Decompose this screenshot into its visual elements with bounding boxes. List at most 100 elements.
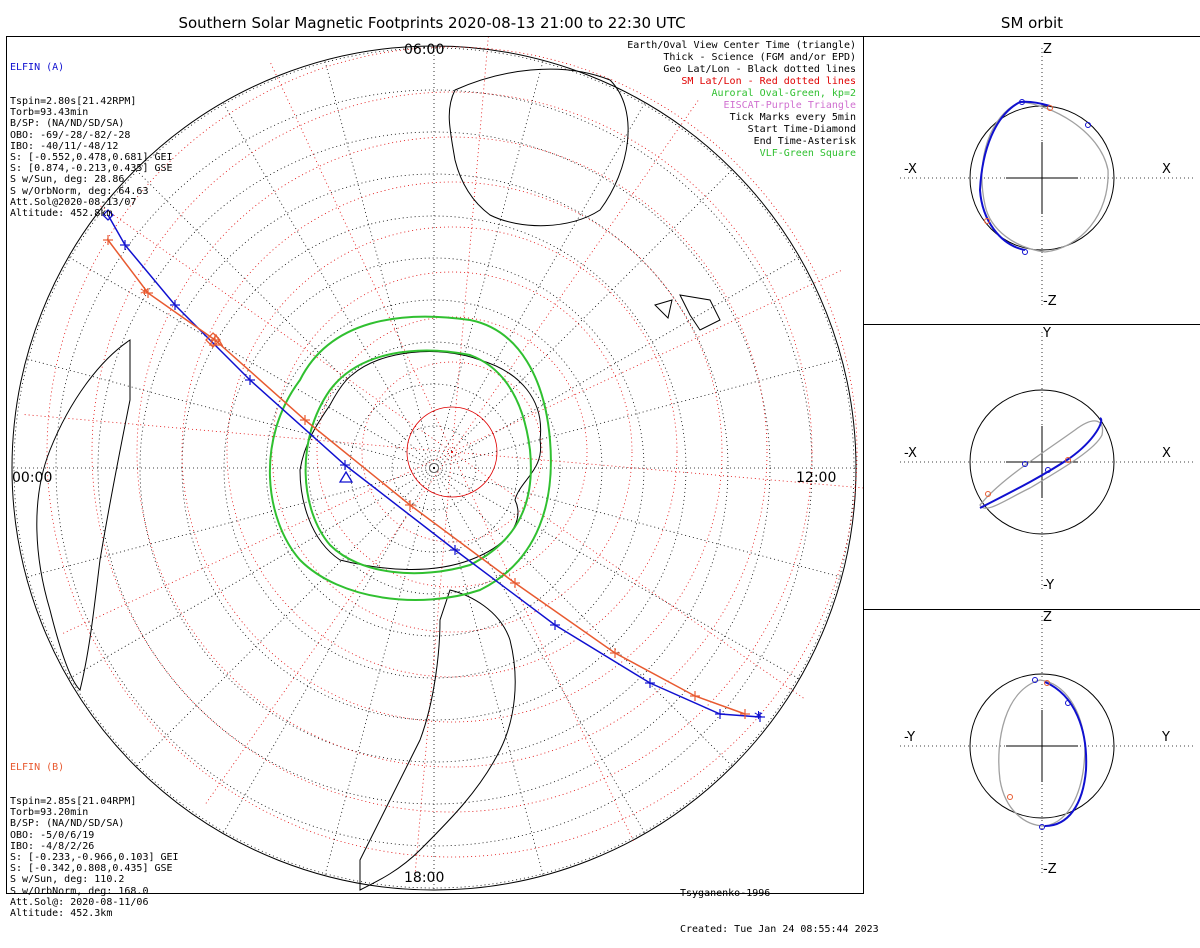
end-asterisk-b: * [140,284,149,305]
end-asterisk-a: * [754,708,763,729]
sm-lat-circle [136,136,768,768]
legend-entry: Start Time-Diamond [747,124,856,135]
plot-title: Southern Solar Magnetic Footprints 2020-… [178,14,686,32]
continent-outline [299,351,542,570]
continent-outline [359,589,516,891]
legend-entry: End Time-Asterisk [753,136,856,147]
legend-entry: VLF-Green Square [759,148,856,159]
main-map-frame [6,36,864,894]
orbit-path-gray [981,101,1109,253]
elfin-a-info-line: B/SP: (NA/ND/SD/SA) [10,118,125,130]
orbit-axis-label-hpos: X [1162,446,1171,461]
sm-lat-circle [316,316,588,588]
start-diamond-a [102,209,114,221]
geo-lat-circle [307,341,561,595]
elfin-a-info-line: OBO: -69/-28/-82/-28 [10,129,131,141]
orbit-marker [984,218,990,224]
time-label-top: 06:00 [404,42,445,58]
earth-circle-sm [969,673,1115,819]
geo-meridian [68,256,435,469]
created-label: Created: Tue Jan 24 08:55:44 2023 [680,924,879,935]
geo-meridian [433,467,800,680]
sm-meridian [99,205,453,453]
sm-meridian [269,62,453,453]
geo-meridian [26,467,435,578]
sm-meridian [62,451,453,635]
track-elfin-b [107,239,746,715]
sm-meridian [205,451,453,805]
orbit-marker [985,491,991,497]
geo-meridian [135,467,435,767]
orbit-marker [1065,457,1071,463]
panel-separator [864,609,1200,610]
time-label-bottom: 18:00 [404,870,445,886]
orbit-marker [1019,99,1025,105]
orbit-marker [1065,700,1071,706]
geo-lat-circle [391,425,477,511]
elfin-b-info-line: S: [-0.342,0.808,0.435] GSE [10,863,173,875]
sm-lat-circle [271,271,633,633]
orbit-axis-label-hpos: X [1162,162,1171,177]
elfin-b-info-line: Tspin=2.85s[21.04RPM] [10,796,137,808]
auroral-oval-outer [268,315,552,601]
elfin-b-info-line: S: [-0.233,-0.966,0.103] GEI [10,852,179,864]
track-elfin-a [107,214,761,718]
sm-meridian [451,269,842,453]
sm-lat-circle [226,226,678,678]
orbit-marker [1044,680,1050,686]
auroral-oval-inner [304,349,532,575]
sm-lat-circle [361,361,543,543]
orbit-marker [1039,824,1045,830]
orbit-axis-label-vneg: -Z [1043,294,1057,309]
orbit-path-a [978,100,1051,251]
time-label-right: 12:00 [796,470,837,486]
sm-lat-circle [406,406,498,498]
legend-entry: Tick Marks every 5min [729,112,856,123]
continent-outline [36,339,131,691]
elfin-a-info-line: S: [0.874,-0.213,0.435] GSE [10,163,173,175]
orbit-marker [1022,249,1028,255]
sm-lat-circle [91,91,813,813]
orbit-axis-label-hneg: -X [904,446,917,461]
panel-separator [864,324,1200,325]
sm-lat-circle [181,181,723,723]
elfin-a-info-line: Tspin=2.80s[21.42RPM] [10,96,137,108]
geo-meridian [324,60,435,469]
geo-meridian [68,467,435,680]
elfin-a-info-line: S w/OrbNorm, deg: 64.63 [10,185,149,197]
orbit-marker [1047,105,1053,111]
geo-meridian [433,358,842,469]
geo-meridian [433,169,733,469]
elfin-a-info-line: Torb=93.43min [10,107,89,119]
geo-lat-circle [139,173,729,763]
orbit-marker [1007,794,1013,800]
elfin-a-info-line: S w/Sun, deg: 28.86 [10,174,125,186]
footprint-map: ** [11,37,1195,891]
legend-entry: Earth/Oval View Center Time (triangle) [627,40,856,51]
view-center-triangle [338,470,354,483]
legend-entry: Geo Lat/Lon - Black dotted lines [663,64,856,75]
geo-meridian [433,467,544,876]
legend-entry: SM Lat/Lon - Red dotted lines [681,76,856,87]
sm-orbit-frame [864,36,1200,894]
elfin-b-info: ELFIN (B) Tspin=2.85s[21.04RPM] Torb=93.2… [10,740,179,930]
orbit-marker [1032,677,1038,683]
time-label-left: 00:00 [12,470,53,486]
geo-meridian [433,102,646,469]
orbit-axis-label-vpos: Y [1043,326,1051,341]
elfin-b-info-line: Att.Sol@: 2020-08-11/06 [10,896,149,908]
orbit-marker [1022,461,1028,467]
legend-entry: Thick - Science (FGM and/or EPD) [663,52,856,63]
geo-lat-circle [223,257,645,679]
legend: Earth/Oval View Center Time (triangle) Th… [627,40,856,160]
elfin-a-info-line: Att.Sol@2020-08-13/07 [10,196,137,208]
elfin-b-info-line: OBO: -5/0/6/19 [10,829,95,841]
geo-meridian [26,358,435,469]
continent-outline [654,299,673,319]
geo-meridian [222,102,435,469]
sm-meridian [23,414,453,453]
model-label: Tsyganenko-1996 [680,888,771,899]
earth-circle-sm [969,389,1115,535]
elfin-a-info-line: IBO: -40/11/-48/12 [10,140,119,152]
orbit-axis-label-hpos: Y [1162,730,1170,745]
